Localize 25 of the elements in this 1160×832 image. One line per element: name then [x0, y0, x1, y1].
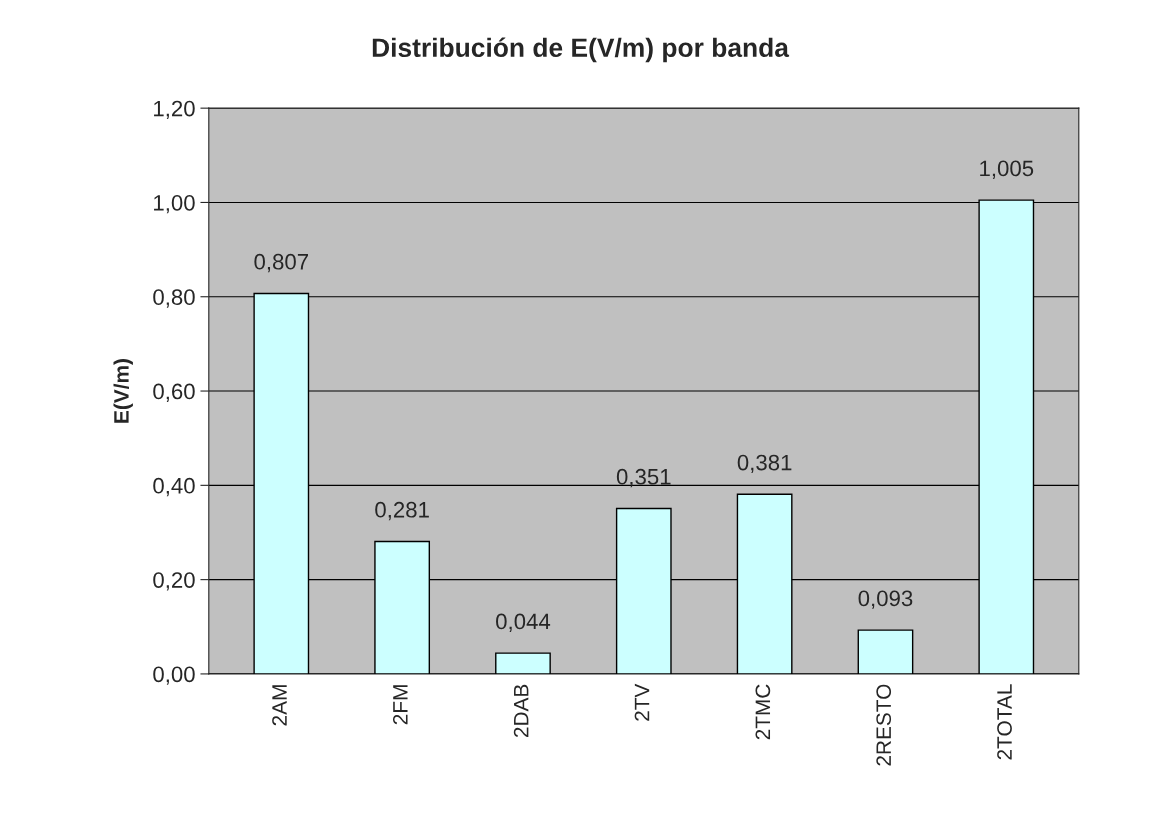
data-label: 0,044 [496, 613, 551, 632]
y-tick-label: 0,00 [153, 666, 195, 685]
data-label: 0,281 [375, 501, 429, 521]
data-label: 0,093 [858, 590, 913, 609]
y-tick-label: 0,20 [153, 572, 195, 591]
y-axis-title: E(V/m) [113, 359, 133, 423]
y-tick-label: 0,40 [153, 477, 195, 497]
x-tick-label: 2AM [272, 685, 287, 726]
bar [495, 652, 551, 674]
data-label: 0,381 [737, 454, 792, 474]
x-tick-label: 2DAB [513, 684, 529, 738]
x-tick-label: 2TMC [755, 684, 771, 740]
y-tick-label: 1,00 [154, 194, 195, 214]
data-label: 0,351 [616, 468, 671, 488]
x-tick-label: 2TV [634, 683, 650, 721]
x-tick-label: 2TOTAL [997, 684, 1012, 760]
data-label: 0,807 [254, 253, 308, 273]
y-tick-label: 1,20 [154, 100, 195, 120]
x-tick-label: 2FM [392, 685, 408, 725]
x-tick-label: 2RESTO [876, 684, 892, 766]
data-label: 1,005 [980, 160, 1034, 179]
chart-title: Distribución de E(V/m) por banda [372, 37, 790, 63]
bar [857, 629, 914, 674]
y-tick-label: 0,60 [153, 383, 195, 402]
y-tick-label: 0,80 [153, 289, 195, 308]
